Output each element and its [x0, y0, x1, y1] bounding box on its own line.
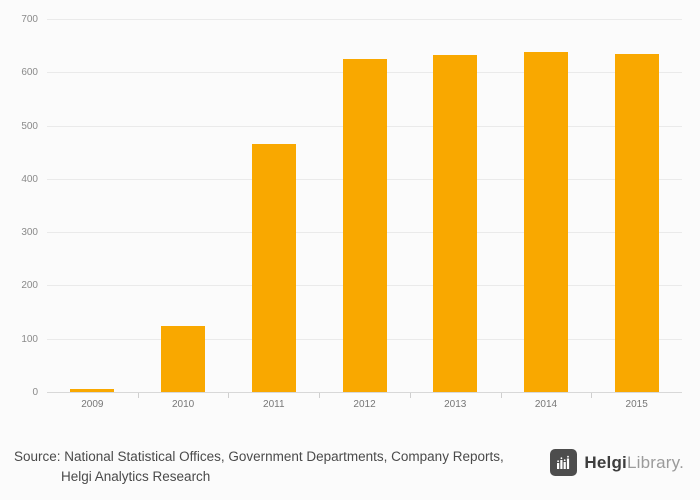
bar-2013 [433, 54, 478, 393]
x-axis-tick [500, 393, 502, 398]
y-tick-label-700: 700 [21, 14, 38, 25]
logo-text: HelgiLibrary. [584, 453, 684, 473]
x-tick-label-2012: 2012 [353, 399, 376, 410]
x-tick-label-2013: 2013 [444, 399, 467, 410]
y-tick-label-200: 200 [21, 280, 38, 292]
x-axis-tick [409, 393, 411, 398]
bars-container [47, 20, 682, 393]
bar-2011 [251, 143, 296, 393]
source-line-1: Source: National Statistical Offices, Go… [14, 449, 504, 464]
bar-chart: 0 100 200 300 400 500 600 700 2009 2010 2011 2012 2… [21, 15, 682, 410]
bar-2010 [161, 326, 206, 393]
bar-slot-2009 [47, 20, 138, 393]
source-text: Source: National Statistical Offices, Go… [14, 447, 504, 488]
x-axis-tick [591, 393, 593, 398]
helgi-library-logo: HelgiLibrary. [550, 449, 684, 476]
bar-slot-2014 [501, 20, 592, 393]
x-tick-label-2010: 2010 [171, 399, 195, 410]
bar-2014 [523, 51, 568, 393]
x-axis-tick [228, 393, 230, 398]
x-tick-label-2015: 2015 [625, 399, 648, 410]
y-tick-label-500: 500 [21, 120, 38, 132]
y-tick-label-300: 300 [21, 227, 38, 239]
bar-2015 [614, 53, 659, 393]
x-axis-ticks [47, 393, 682, 399]
y-tick-label-400: 400 [21, 173, 38, 185]
x-axis-line [47, 392, 682, 393]
x-axis-tick [319, 393, 321, 398]
x-tick-label-2009: 2009 [81, 399, 104, 410]
y-tick-label-600: 600 [21, 67, 38, 79]
plot-area: 0 100 200 300 400 500 600 700 [21, 15, 682, 398]
x-axis-labels: 2009 2010 2011 2012 2013 2014 2015 [47, 399, 682, 410]
helgi-logo-icon [550, 449, 578, 476]
x-tick-label-2011: 2011 [263, 399, 285, 410]
gridline-700 [47, 19, 682, 20]
x-axis-tick [137, 393, 139, 398]
source-line-2: Helgi Analytics Research [61, 469, 211, 485]
bar-slot-2013 [410, 20, 501, 393]
x-tick-label-2014: 2014 [534, 399, 558, 410]
logo-text-bold: Helgi [584, 452, 627, 472]
bar-slot-2012 [319, 20, 410, 393]
logo-text-light: Library. [626, 452, 684, 472]
y-tick-label-0: 0 [32, 387, 38, 398]
y-tick-label-100: 100 [21, 333, 38, 345]
bar-slot-2015 [591, 20, 682, 393]
bar-2009 [70, 388, 115, 393]
bar-2012 [342, 58, 387, 393]
bar-slot-2010 [138, 20, 229, 393]
bar-slot-2011 [228, 20, 319, 393]
